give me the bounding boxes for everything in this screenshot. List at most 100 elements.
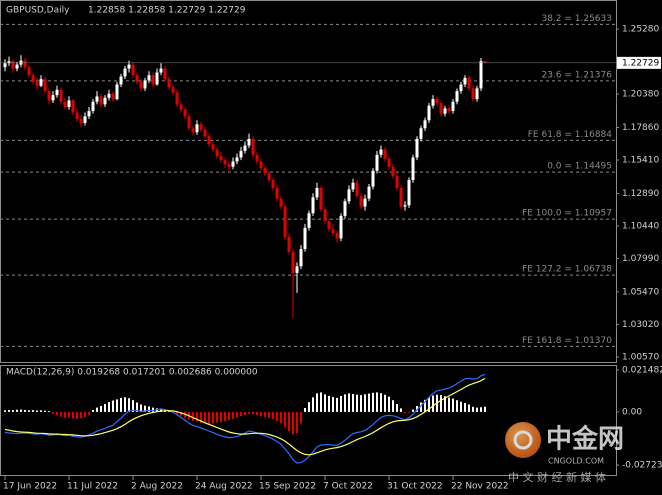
candle-body bbox=[119, 76, 123, 85]
histogram-bar bbox=[236, 411, 238, 418]
x-tick-label: 15 Sep 2022 bbox=[259, 482, 316, 492]
histogram-bar bbox=[356, 394, 358, 412]
histogram-bar bbox=[296, 411, 298, 433]
candle-body bbox=[71, 100, 75, 113]
histogram-bar bbox=[300, 411, 302, 424]
level-label: 23.6 = 1.21376 bbox=[541, 70, 612, 80]
histogram-bar bbox=[24, 409, 26, 412]
histogram-bar bbox=[420, 402, 422, 412]
candle-body bbox=[403, 205, 407, 207]
histogram-bar bbox=[60, 411, 62, 417]
histogram-bar bbox=[36, 410, 38, 412]
candle-body bbox=[419, 128, 423, 139]
candle-body bbox=[51, 95, 55, 101]
candle-body bbox=[451, 101, 455, 112]
candle-body bbox=[63, 101, 67, 108]
histogram-bar bbox=[372, 392, 374, 412]
histogram-bar bbox=[196, 411, 198, 422]
macd-title: MACD(12,26,9) 0.019268 0.017201 0.002686… bbox=[6, 368, 258, 378]
histogram-bar bbox=[444, 396, 446, 412]
y-tick-label: 0.00 bbox=[622, 407, 642, 417]
candle-body bbox=[195, 124, 199, 133]
y-tick-label: 1.03020 bbox=[622, 320, 659, 330]
histogram-bar bbox=[208, 411, 210, 424]
candle-body bbox=[447, 108, 451, 112]
candle-body bbox=[439, 103, 443, 114]
candle-body bbox=[131, 64, 135, 76]
candle-body bbox=[203, 129, 207, 137]
candle-body bbox=[87, 111, 91, 117]
histogram-bar bbox=[460, 401, 462, 412]
candle-body bbox=[463, 77, 467, 85]
candle-body bbox=[247, 138, 251, 146]
histogram-bar bbox=[288, 411, 290, 432]
level-label: 0.0 = 1.14495 bbox=[547, 162, 612, 172]
histogram-bar bbox=[276, 411, 278, 421]
histogram-bar bbox=[56, 411, 58, 416]
candle-body bbox=[23, 60, 27, 68]
candle-body bbox=[327, 221, 331, 230]
x-tick-label: 31 Oct 2022 bbox=[387, 482, 443, 492]
candle-body bbox=[267, 173, 271, 181]
x-tick-label: 7 Oct 2022 bbox=[323, 482, 373, 492]
histogram-bar bbox=[412, 409, 414, 412]
histogram-bar bbox=[68, 411, 70, 418]
y-tick-label: 1.05470 bbox=[622, 287, 659, 297]
candle-body bbox=[435, 99, 439, 104]
y-tick-label: 1.12890 bbox=[622, 189, 659, 199]
candle-body bbox=[335, 233, 339, 239]
candle-body bbox=[295, 266, 299, 273]
candle-body bbox=[39, 79, 43, 86]
histogram-bar bbox=[248, 411, 250, 414]
histogram-bar bbox=[448, 397, 450, 412]
candle-body bbox=[207, 136, 211, 145]
y-tick-label: 1.17860 bbox=[622, 123, 659, 133]
y-tick-label: 1.15410 bbox=[622, 155, 659, 165]
x-tick-label: 24 Aug 2022 bbox=[195, 482, 253, 492]
candle-body bbox=[15, 64, 19, 69]
candle-body bbox=[395, 176, 399, 189]
histogram-bar bbox=[204, 411, 206, 424]
candle-body bbox=[359, 195, 363, 207]
histogram-bar bbox=[428, 397, 430, 412]
candle-body bbox=[467, 77, 471, 89]
candle-body bbox=[339, 215, 343, 239]
histogram-bar bbox=[480, 407, 482, 412]
candle-body bbox=[235, 157, 239, 162]
candle-body bbox=[107, 93, 111, 98]
candle-body bbox=[163, 68, 167, 80]
histogram-bar bbox=[264, 411, 266, 417]
candle-body bbox=[179, 104, 183, 110]
histogram-bar bbox=[384, 394, 386, 412]
histogram-bar bbox=[216, 411, 218, 423]
histogram-bar bbox=[364, 394, 366, 412]
x-tick-label: 2 Aug 2022 bbox=[131, 482, 183, 492]
candle-body bbox=[287, 237, 291, 252]
histogram-bar bbox=[432, 395, 434, 412]
level-label: 38.2 = 1.25633 bbox=[541, 14, 612, 24]
histogram-bar bbox=[180, 411, 182, 416]
level-label: FE 61.8 = 1.16884 bbox=[528, 130, 613, 140]
histogram-bar bbox=[92, 409, 94, 412]
histogram-bar bbox=[272, 411, 274, 419]
candle-body bbox=[183, 109, 187, 117]
x-tick-label: 17 Jun 2022 bbox=[3, 482, 57, 492]
histogram-bar bbox=[136, 402, 138, 412]
histogram-bar bbox=[28, 410, 30, 412]
histogram-bar bbox=[144, 405, 146, 412]
candle-body bbox=[271, 180, 275, 189]
candle-body bbox=[79, 118, 83, 123]
histogram-bar bbox=[284, 411, 286, 428]
candle-body bbox=[347, 189, 351, 202]
histogram-bar bbox=[252, 411, 254, 415]
histogram-bar bbox=[336, 397, 338, 412]
histogram-bar bbox=[328, 395, 330, 412]
watermark-logo bbox=[505, 422, 541, 458]
candle-body bbox=[175, 92, 179, 105]
histogram-bar bbox=[80, 411, 82, 419]
candle-body bbox=[147, 75, 151, 81]
candle-body bbox=[55, 89, 59, 96]
histogram-bar bbox=[440, 395, 442, 412]
watermark-site: CNGOLD.COM bbox=[548, 457, 604, 466]
